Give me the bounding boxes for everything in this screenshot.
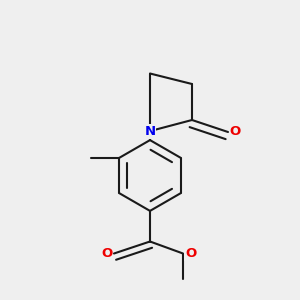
Text: O: O xyxy=(101,247,112,260)
Text: O: O xyxy=(230,125,241,139)
Text: O: O xyxy=(185,247,196,260)
Text: N: N xyxy=(144,124,156,138)
